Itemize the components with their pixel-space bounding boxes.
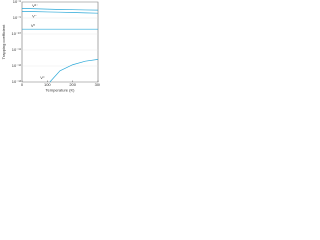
page: Temperature (K) Trapping coefficient 10⁻…	[0, 0, 320, 94]
y-tick-label: 10⁻¹⁰	[12, 31, 22, 36]
series-line	[49, 59, 99, 83]
y-tick-label: 10⁻¹³	[12, 79, 22, 84]
x-tick-label: 300	[95, 82, 100, 87]
series-line	[21, 8, 99, 11]
x-tick-label: 0	[21, 82, 24, 87]
x-tick-label: 200	[69, 82, 76, 87]
y-tick-label: 10⁻⁸	[13, 0, 22, 4]
x-axis-label: Temperature (K)	[46, 88, 76, 93]
series-label: V⁻	[32, 14, 37, 19]
series-label: V⁰	[31, 23, 36, 28]
series-line	[21, 11, 99, 14]
y-tick-label: 10⁻¹¹	[12, 47, 22, 52]
y-axis-label: Trapping coefficient	[1, 24, 6, 60]
y-tick-label: 10⁻⁹	[13, 15, 22, 20]
series-label: V²⁻	[32, 3, 38, 8]
y-tick-label: 10⁻¹²	[12, 63, 22, 68]
chart: Temperature (K) Trapping coefficient 10⁻…	[1, 0, 100, 93]
series-label: V⁺	[40, 75, 45, 80]
x-tick-label: 100	[44, 82, 51, 87]
